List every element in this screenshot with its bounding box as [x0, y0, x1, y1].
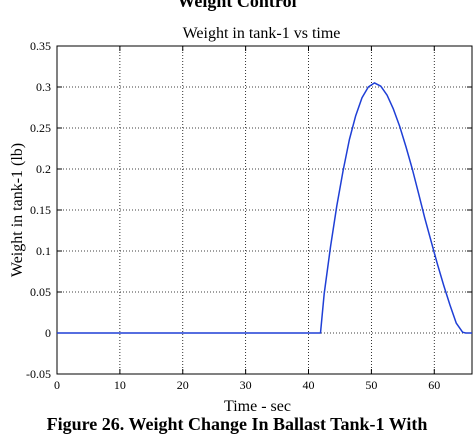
y-axis-label: Weight in tank-1 (lb)	[9, 143, 26, 277]
x-axis-label: Time - sec	[224, 398, 291, 415]
series-line	[57, 82, 472, 334]
y-tick-label: 0.15	[30, 203, 51, 217]
x-tick-label: 40	[303, 378, 315, 392]
x-tick-label: 60	[428, 378, 440, 392]
figure-caption: Figure 26. Weight Change In Ballast Tank…	[46, 414, 428, 434]
y-tick-label: 0.35	[30, 39, 51, 53]
x-tick-label: 0	[54, 378, 60, 392]
x-tick-label: 30	[240, 378, 252, 392]
figure-top-title: Weight Control	[177, 0, 297, 11]
y-tick-label: 0.25	[30, 121, 51, 135]
y-tick-label: 0.3	[36, 80, 51, 94]
grid	[57, 46, 472, 374]
chart-title: Weight in tank-1 vs time	[183, 25, 341, 42]
x-tick-label: 20	[177, 378, 189, 392]
x-tick-label: 50	[365, 378, 377, 392]
series-group	[57, 82, 472, 334]
y-tick-label: -0.05	[26, 367, 51, 381]
y-tick-label: 0.2	[36, 162, 51, 176]
y-tick-label: 0.05	[30, 285, 51, 299]
axis-ticks: 0 10 20 30 40 50 60-0.0500.050.10.150.20.250.3…	[26, 39, 472, 392]
y-tick-label: 0	[45, 326, 51, 340]
x-tick-label: 10	[114, 378, 126, 392]
y-tick-label: 0.1	[36, 244, 51, 258]
